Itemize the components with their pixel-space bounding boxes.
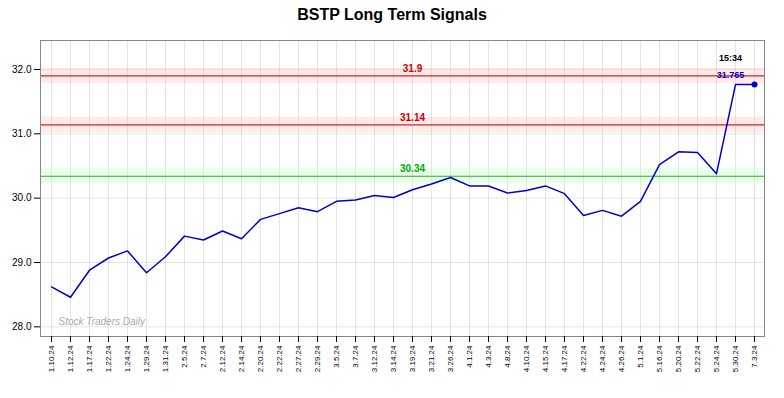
svg-text:2.20.24: 2.20.24	[256, 345, 265, 372]
svg-text:2.29.24: 2.29.24	[313, 345, 322, 372]
svg-text:2.12.24: 2.12.24	[218, 345, 227, 372]
svg-text:30.0: 30.0	[12, 192, 32, 203]
svg-text:5.22.24: 5.22.24	[693, 345, 702, 372]
svg-text:7.3.24: 7.3.24	[750, 345, 759, 368]
svg-text:1.10.24: 1.10.24	[47, 345, 56, 372]
svg-text:31.9: 31.9	[403, 63, 423, 74]
svg-text:5.20.24: 5.20.24	[674, 345, 683, 372]
svg-text:29.0: 29.0	[12, 257, 32, 268]
svg-text:31.0: 31.0	[12, 128, 32, 139]
svg-text:3.19.24: 3.19.24	[408, 345, 417, 372]
svg-text:2.14.24: 2.14.24	[237, 345, 246, 372]
svg-text:1.31.24: 1.31.24	[161, 345, 170, 372]
svg-text:4.15.24: 4.15.24	[541, 345, 550, 372]
svg-text:32.0: 32.0	[12, 64, 32, 75]
svg-text:5.24.24: 5.24.24	[712, 345, 721, 372]
svg-text:4.17.24: 4.17.24	[560, 345, 569, 372]
svg-text:3.7.24: 3.7.24	[351, 345, 360, 368]
svg-text:4.8.24: 4.8.24	[503, 345, 512, 368]
svg-text:15:34: 15:34	[719, 53, 742, 63]
svg-text:1.29.24: 1.29.24	[142, 345, 151, 372]
svg-text:5.16.24: 5.16.24	[655, 345, 664, 372]
svg-text:5.30.24: 5.30.24	[731, 345, 740, 372]
svg-text:1.12.24: 1.12.24	[66, 345, 75, 372]
svg-text:4.10.24: 4.10.24	[522, 345, 531, 372]
svg-text:4.3.24: 4.3.24	[484, 345, 493, 368]
svg-text:3.14.24: 3.14.24	[389, 345, 398, 372]
svg-text:1.17.24: 1.17.24	[85, 345, 94, 372]
svg-text:31.765: 31.765	[717, 70, 745, 80]
svg-text:28.0: 28.0	[12, 321, 32, 332]
svg-text:2.27.24: 2.27.24	[294, 345, 303, 372]
html-text:BSTP Long Term Signals: BSTP Long Term Signals	[297, 6, 487, 23]
svg-text:3.26.24: 3.26.24	[446, 345, 455, 372]
svg-text:30.34: 30.34	[400, 163, 425, 174]
svg-text:31.14: 31.14	[400, 112, 425, 123]
svg-text:4.1.24: 4.1.24	[465, 345, 474, 368]
svg-text:1.22.24: 1.22.24	[104, 345, 113, 372]
svg-text:4.24.24: 4.24.24	[598, 345, 607, 372]
svg-text:5.1.24: 5.1.24	[636, 345, 645, 368]
svg-text:3.5.24: 3.5.24	[332, 345, 341, 368]
svg-text:4.26.24: 4.26.24	[617, 345, 626, 372]
svg-text:Stock Traders Daily: Stock Traders Daily	[59, 316, 147, 327]
svg-text:3.12.24: 3.12.24	[370, 345, 379, 372]
svg-text:2.7.24: 2.7.24	[199, 345, 208, 368]
svg-text:4.22.24: 4.22.24	[579, 345, 588, 372]
svg-text:3.21.24: 3.21.24	[427, 345, 436, 372]
svg-text:2.22.24: 2.22.24	[275, 345, 284, 372]
svg-text:1.24.24: 1.24.24	[123, 345, 132, 372]
svg-text:2.5.24: 2.5.24	[180, 345, 189, 368]
